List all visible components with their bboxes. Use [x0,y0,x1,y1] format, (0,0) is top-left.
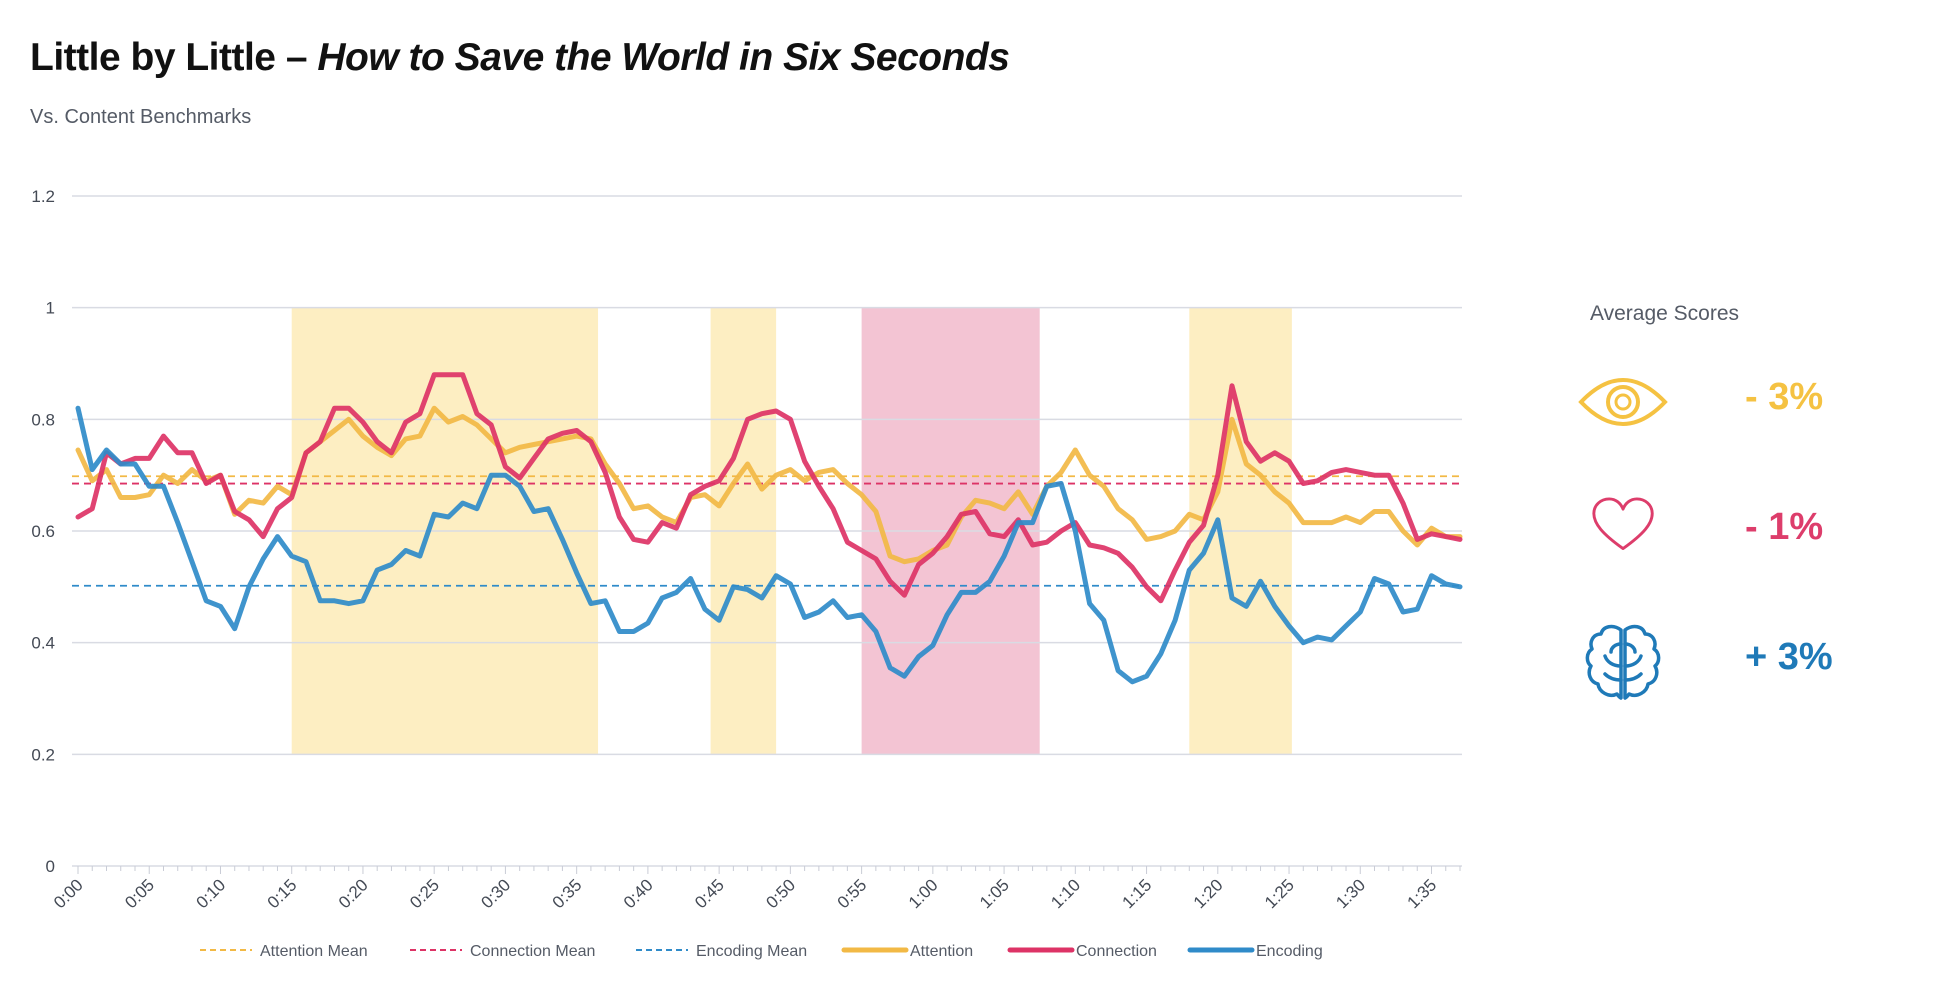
legend-label: Connection [1076,943,1157,960]
x-tick-label: 0:40 [620,875,657,912]
gridlines [72,195,1462,867]
x-tick-label: 0:10 [192,875,229,912]
series-line-connection [75,372,1463,604]
chart-subtitle: Vs. Content Benchmarks [30,106,252,128]
legend-label: Encoding [1256,943,1323,960]
encoding-score: + 3% [1575,622,1875,702]
connection-score-value: - 1% [1745,506,1824,548]
brain-icon [1575,622,1671,702]
heart-icon [1575,492,1671,572]
y-tick-label: 0.2 [31,745,55,764]
chart-title-italic: How to Save the World in Six Seconds [317,36,1010,79]
eye-icon [1575,362,1671,442]
x-tick-label: 0:00 [50,875,87,912]
y-tick-label: 0.4 [31,634,55,653]
x-tick-label: 0:30 [477,875,514,912]
x-tick-label: 1:35 [1403,875,1440,912]
series-line-encoding [75,405,1463,685]
x-tick-label: 0:05 [121,875,158,912]
chart-title: Little by Little – How to Save the World… [30,36,1010,80]
x-tick-label: 1:15 [1119,875,1156,912]
y-tick-label: 0 [46,857,55,876]
x-tick-label: 0:20 [335,875,372,912]
y-tick-label: 0.8 [31,410,55,429]
x-tick-label: 1:10 [1047,875,1084,912]
x-tick-label: 1:20 [1190,875,1227,912]
x-tick-label: 0:50 [762,875,799,912]
x-tick-label: 0:15 [264,875,301,912]
x-tick-label: 1:00 [905,875,942,912]
series-lines [75,372,1463,685]
legend-label: Attention Mean [260,943,368,960]
x-tick-label: 1:30 [1332,875,1369,912]
y-tick-label: 1.2 [31,187,55,206]
attention-score: - 3% [1575,362,1875,442]
legend-label: Attention [910,943,973,960]
y-tick-label: 1 [46,299,55,318]
attention-score-value: - 3% [1745,376,1824,418]
x-tick-label: 0:25 [406,875,443,912]
legend-label: Encoding Mean [696,943,807,960]
x-tick-label: 0:35 [549,875,586,912]
x-tick-label: 0:45 [691,875,728,912]
x-tick-label: 1:25 [1261,875,1298,912]
x-tick-label: 1:05 [976,875,1013,912]
chart-title-main: Little by Little – [30,36,318,79]
encoding-score-value: + 3% [1745,636,1833,678]
connection-score: - 1% [1575,492,1875,572]
y-tick-label: 0.6 [31,522,55,541]
x-tick-label: 0:55 [834,875,871,912]
average-scores-title: Average Scores [1590,302,1740,325]
legend-label: Connection Mean [470,943,595,960]
legend: Attention Mean Connection Mean Encoding Me… [200,943,1323,960]
